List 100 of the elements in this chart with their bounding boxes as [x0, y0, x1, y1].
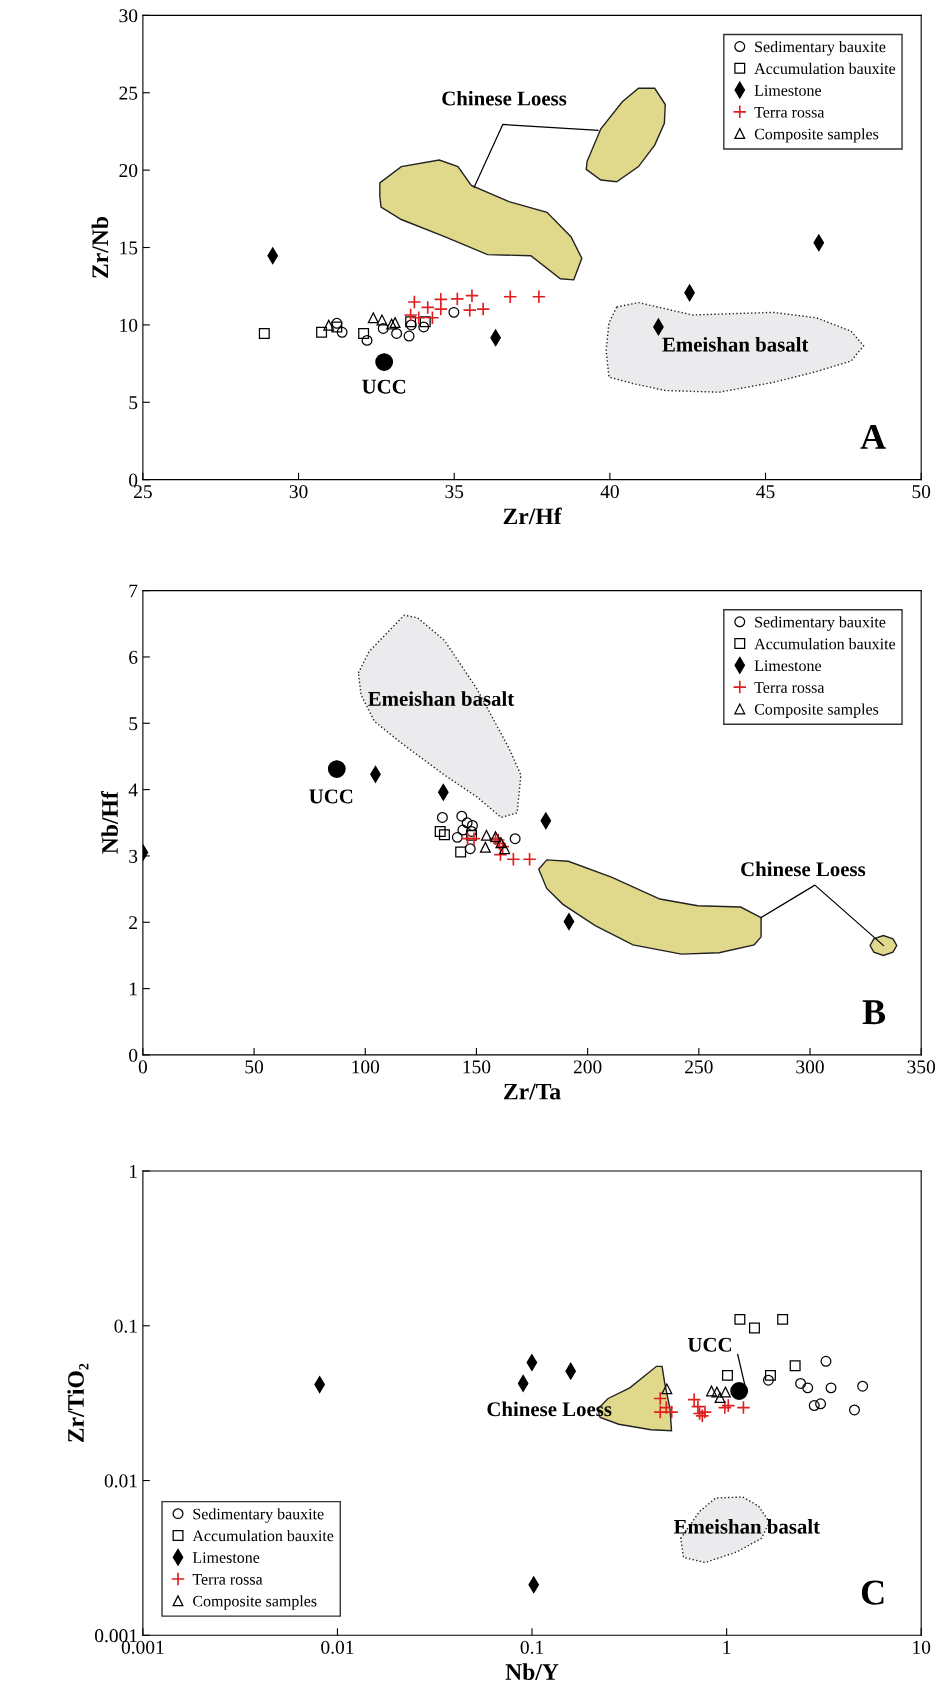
x-tick-label: 250 — [685, 1060, 713, 1074]
point — [493, 847, 508, 862]
point — [479, 841, 491, 853]
legend-label: Limestone — [754, 85, 822, 96]
x-tick-label: 35 — [445, 485, 464, 499]
point — [258, 327, 270, 339]
point — [418, 321, 430, 333]
legend-label: Accumulation bauxite — [754, 62, 896, 75]
legend-label: Sedimentary bauxite — [193, 1508, 324, 1523]
x-axis-title: Zr/Hf — [503, 507, 562, 525]
point — [358, 327, 370, 339]
annotation: UCC — [309, 789, 353, 804]
point — [464, 288, 480, 303]
point — [367, 312, 379, 324]
y-tick-label: 1 — [130, 1164, 137, 1178]
annotation: C — [861, 1580, 884, 1605]
y-tick-label: 25 — [119, 86, 138, 100]
point — [331, 321, 343, 333]
y-axis-title: Nb/Hf — [101, 791, 118, 854]
point — [419, 316, 431, 328]
point — [361, 334, 373, 346]
x-tick-label: 40 — [600, 485, 619, 499]
y-tick-label: 3 — [129, 849, 138, 863]
y-tick-label: 30 — [119, 9, 138, 23]
point — [455, 846, 467, 858]
point — [457, 824, 469, 836]
x-tick-label: 50 — [912, 485, 931, 499]
y-tick-label: 1 — [130, 982, 137, 996]
legend-label: Composite samples — [754, 703, 879, 718]
legend-label: Accumulation bauxite — [754, 638, 896, 650]
y-tick-label: 0 — [129, 473, 138, 487]
x-tick-label: 350 — [907, 1060, 936, 1074]
annotation: Chinese Loess — [442, 90, 567, 106]
point — [461, 817, 473, 829]
y-tick-label: 15 — [120, 241, 138, 255]
point — [499, 843, 511, 855]
y-axis-title: Zr/TiO₂ — [67, 1363, 89, 1443]
point — [438, 829, 450, 841]
y-tick-label: 0 — [129, 1048, 138, 1062]
annotation: UCC — [362, 379, 406, 394]
x-axis-title: Zr/Ta — [504, 1083, 561, 1100]
y-tick-label: 20 — [119, 163, 138, 178]
point — [476, 302, 491, 317]
x-tick-label: 1 — [723, 1640, 731, 1654]
point — [411, 310, 426, 325]
x-tick-label: 30 — [289, 485, 308, 499]
point — [434, 825, 446, 837]
annotation: Emeishan basalt — [662, 336, 809, 352]
annotation: A — [860, 424, 886, 449]
legend-label: Limestone — [754, 660, 822, 672]
legend-label: Terra rossa — [192, 1574, 263, 1585]
annotation: UCC — [687, 1337, 731, 1352]
legend-label: Limestone — [192, 1552, 260, 1563]
point — [316, 326, 328, 338]
y-tick-label: 0.1 — [114, 1319, 137, 1333]
point — [420, 300, 435, 315]
point — [466, 831, 482, 846]
point — [480, 829, 492, 841]
y-tick-label: 10 — [120, 318, 138, 332]
annotation: Chinese Loess — [741, 861, 866, 877]
point — [450, 291, 465, 306]
x-tick-label: 100 — [352, 1060, 380, 1074]
legend-label: Sedimentary bauxite — [755, 616, 886, 631]
point — [451, 831, 463, 843]
x-tick-label: 0.1 — [520, 1640, 544, 1654]
point — [531, 289, 546, 304]
legend-label: Sedimentary bauxite — [755, 41, 886, 56]
point — [466, 829, 478, 841]
point — [407, 294, 422, 310]
point — [522, 852, 537, 867]
point — [403, 307, 418, 323]
x-tick-label: 200 — [573, 1060, 602, 1074]
y-tick-label: 4 — [128, 783, 138, 797]
x-axis-title: Nb/Y — [505, 1663, 559, 1680]
legend-label: Terra rossa — [754, 106, 825, 118]
x-tick-label: 45 — [756, 485, 775, 499]
point — [377, 322, 389, 334]
point — [391, 327, 403, 339]
y-tick-label: 5 — [129, 717, 138, 731]
point — [331, 317, 343, 329]
point — [403, 330, 415, 342]
legend-label: Composite samples — [754, 128, 879, 143]
point — [464, 843, 476, 855]
legend-label: Composite samples — [193, 1595, 317, 1610]
legend-label: Accumulation bauxite — [192, 1529, 334, 1542]
x-tick-label: 300 — [796, 1060, 824, 1074]
x-tick-label: 50 — [245, 1060, 264, 1074]
point — [503, 289, 518, 304]
legend-label: Terra rossa — [754, 682, 825, 693]
point — [376, 314, 388, 326]
point — [336, 326, 348, 338]
y-tick-label: 0.01 — [104, 1474, 137, 1488]
y-tick-label: 5 — [129, 396, 138, 410]
point — [323, 319, 335, 331]
point — [466, 819, 478, 831]
y-axis-title: Zr/Nb — [91, 216, 109, 278]
annotation: Emeishan basalt — [673, 1519, 820, 1534]
point — [448, 306, 460, 318]
y-tick-label: 7 — [129, 584, 138, 598]
annotation: Emeishan basalt — [368, 691, 515, 706]
